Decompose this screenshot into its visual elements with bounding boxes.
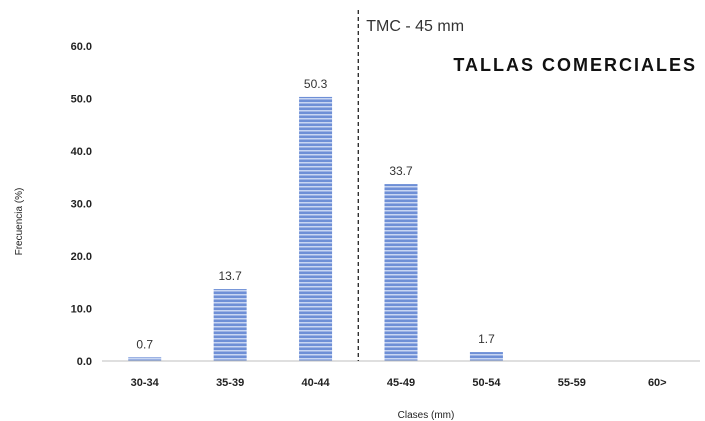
y-tick-label: 0.0: [77, 356, 92, 368]
commercial-sizes-title: TALLAS COMERCIALES: [453, 55, 697, 75]
y-tick-label: 60.0: [71, 41, 92, 53]
data-labels: 0.7 13.7 50.3 33.7 1.7: [136, 77, 495, 351]
y-axis-title: Frecuencia (%): [14, 188, 25, 256]
data-label: 13.7: [218, 269, 242, 283]
data-label: 1.7: [478, 332, 495, 346]
x-tick-label: 35-39: [216, 377, 244, 389]
bar: [128, 357, 162, 361]
x-axis-ticks: 30-34 35-39 40-44 45-49 50-54 55-59 60>: [131, 377, 667, 389]
x-tick-label: 60>: [648, 377, 667, 389]
x-axis-title: Clases (mm): [398, 410, 455, 421]
x-tick-label: 50-54: [472, 377, 501, 389]
data-label: 33.7: [389, 164, 413, 178]
x-tick-label: 40-44: [302, 377, 331, 389]
tmc-annotation: TMC - 45 mm: [366, 18, 464, 35]
y-tick-label: 10.0: [71, 304, 92, 316]
bar: [469, 352, 503, 361]
bar: [384, 184, 418, 361]
bar: [299, 96, 333, 362]
y-tick-label: 40.0: [71, 146, 92, 158]
bars: [128, 96, 503, 362]
x-tick-label: 55-59: [558, 377, 586, 389]
y-axis-ticks: 0.0 10.0 20.0 30.0 40.0 50.0 60.0: [71, 41, 92, 368]
y-tick-label: 20.0: [71, 251, 92, 263]
x-tick-label: 45-49: [387, 377, 415, 389]
x-tick-label: 30-34: [131, 377, 160, 389]
bar: [213, 289, 247, 361]
data-label: 0.7: [136, 337, 153, 351]
data-label: 50.3: [304, 77, 328, 91]
y-tick-label: 30.0: [71, 199, 92, 211]
y-tick-label: 50.0: [71, 94, 92, 106]
